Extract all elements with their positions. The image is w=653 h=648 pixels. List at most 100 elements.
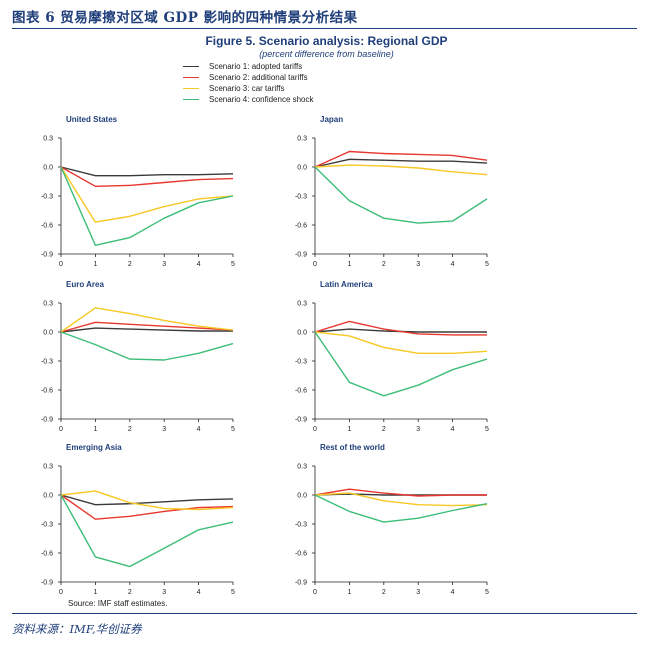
y-tick-label: -0.6	[295, 388, 307, 395]
x-tick-label: 3	[416, 426, 420, 433]
y-tick-label: 0.0	[297, 330, 307, 337]
x-tick-label: 4	[451, 589, 455, 596]
x-tick-label: 1	[347, 589, 351, 596]
x-tick-label: 0	[59, 261, 63, 268]
y-tick-label: 0.0	[43, 330, 53, 337]
x-tick-label: 0	[59, 589, 63, 596]
series-line	[314, 166, 488, 224]
y-tick-label: -0.6	[295, 551, 307, 558]
x-tick-label: 3	[162, 261, 166, 268]
y-tick-label: -0.9	[295, 252, 307, 259]
legend-swatch	[183, 98, 199, 101]
x-tick-label: 2	[128, 589, 132, 596]
legend-label: Scenario 2: additional tariffs	[209, 73, 308, 82]
series-line	[60, 331, 234, 361]
y-tick-label: 0.3	[43, 136, 53, 143]
x-tick-label: 5	[485, 261, 489, 268]
x-tick-label: 4	[197, 589, 201, 596]
series-line	[314, 164, 488, 176]
panel-title: Euro Area	[66, 280, 104, 289]
panel-title: Japan	[320, 115, 343, 124]
x-tick-label: 5	[231, 589, 235, 596]
header-divider	[12, 28, 637, 29]
legend-swatch	[183, 76, 199, 79]
x-tick-label: 4	[197, 426, 201, 433]
x-tick-label: 1	[93, 426, 97, 433]
x-tick-label: 0	[313, 589, 317, 596]
x-tick-label: 1	[93, 589, 97, 596]
x-tick-label: 5	[231, 261, 235, 268]
y-tick-label: -0.3	[41, 522, 53, 529]
y-tick-label: -0.3	[295, 359, 307, 366]
legend-label: Scenario 3: car tariffs	[209, 84, 285, 93]
series-line	[60, 166, 234, 188]
legend-swatch	[183, 87, 199, 90]
y-tick-label: -0.9	[41, 580, 53, 587]
legend-swatch	[183, 65, 199, 68]
series-line	[60, 494, 234, 506]
legend-item: Scenario 3: car tariffs	[183, 83, 314, 94]
y-tick-label: -0.3	[41, 359, 53, 366]
y-tick-label: -0.3	[295, 194, 307, 201]
x-tick-label: 1	[93, 261, 97, 268]
series-line	[314, 331, 488, 354]
x-tick-label: 2	[382, 261, 386, 268]
x-tick-label: 0	[59, 426, 63, 433]
y-tick-label: 0.0	[297, 165, 307, 172]
source-note: Source: IMF staff estimates.	[68, 599, 168, 608]
x-tick-label: 3	[162, 589, 166, 596]
x-tick-label: 2	[128, 261, 132, 268]
page-title: 图表 6 贸易摩擦对区域 GDP 影响的四种情景分析结果	[12, 10, 358, 26]
y-tick-label: -0.6	[41, 551, 53, 558]
panel-title: Rest of the world	[320, 443, 385, 452]
y-tick-label: 0.3	[297, 301, 307, 308]
x-tick-label: 2	[382, 589, 386, 596]
y-tick-label: -0.9	[41, 417, 53, 424]
legend-item: Scenario 2: additional tariffs	[183, 72, 314, 83]
y-tick-label: 0.3	[43, 301, 53, 308]
y-tick-label: 0.3	[43, 464, 53, 471]
figure-title: Figure 5. Scenario analysis: Regional GD…	[205, 34, 448, 48]
figure-subtitle: (percent difference from baseline)	[259, 49, 394, 59]
x-tick-label: 0	[313, 261, 317, 268]
series-line	[314, 492, 488, 507]
legend-item: Scenario 1: adopted tariffs	[183, 61, 314, 72]
panel-title: Latin America	[320, 280, 373, 289]
x-tick-label: 3	[162, 426, 166, 433]
y-tick-label: -0.6	[41, 223, 53, 230]
legend-label: Scenario 4: confidence shock	[209, 95, 314, 104]
y-tick-label: 0.3	[297, 464, 307, 471]
x-tick-label: 5	[231, 426, 235, 433]
x-tick-label: 5	[485, 426, 489, 433]
panel-title: United States	[66, 115, 118, 124]
series-line	[314, 150, 488, 168]
series-line	[314, 158, 488, 168]
series-line	[314, 494, 488, 523]
x-tick-label: 1	[347, 426, 351, 433]
y-tick-label: -0.9	[41, 252, 53, 259]
y-tick-label: -0.6	[295, 223, 307, 230]
series-line	[60, 321, 234, 333]
x-tick-label: 2	[382, 426, 386, 433]
y-tick-label: -0.6	[41, 388, 53, 395]
x-tick-label: 3	[416, 589, 420, 596]
series-line	[60, 166, 234, 223]
series-line	[314, 331, 488, 397]
legend-label: Scenario 1: adopted tariffs	[209, 62, 303, 71]
x-tick-label: 4	[451, 426, 455, 433]
y-tick-label: 0.3	[297, 136, 307, 143]
y-tick-label: 0.0	[43, 165, 53, 172]
x-tick-label: 4	[197, 261, 201, 268]
series-line	[60, 494, 234, 568]
series-line	[60, 494, 234, 520]
series-line	[60, 327, 233, 333]
panel-title: Emerging Asia	[66, 443, 122, 452]
footer-source: 资料来源：IMF,华创证券	[12, 622, 142, 636]
y-tick-label: -0.3	[41, 194, 53, 201]
x-tick-label: 2	[128, 426, 132, 433]
series-line	[314, 488, 487, 497]
x-tick-label: 4	[451, 261, 455, 268]
y-tick-label: 0.0	[43, 493, 53, 500]
legend-item: Scenario 4: confidence shock	[183, 94, 314, 105]
